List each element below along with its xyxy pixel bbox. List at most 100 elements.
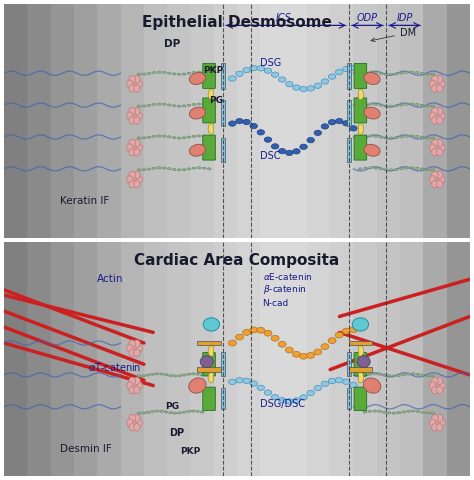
Ellipse shape <box>203 318 219 331</box>
Bar <box>354 4 377 238</box>
Ellipse shape <box>134 386 140 394</box>
Ellipse shape <box>350 65 357 71</box>
Ellipse shape <box>127 419 133 426</box>
Ellipse shape <box>429 80 436 87</box>
Ellipse shape <box>129 108 136 115</box>
Ellipse shape <box>390 105 393 107</box>
Ellipse shape <box>285 347 293 353</box>
Ellipse shape <box>407 373 410 375</box>
Ellipse shape <box>438 419 445 426</box>
Bar <box>221 352 225 376</box>
Ellipse shape <box>189 144 206 156</box>
Ellipse shape <box>129 85 136 92</box>
Bar <box>347 388 351 409</box>
Ellipse shape <box>364 378 381 393</box>
Ellipse shape <box>155 410 159 412</box>
Bar <box>377 4 400 238</box>
Ellipse shape <box>415 135 419 137</box>
Ellipse shape <box>432 180 438 188</box>
Ellipse shape <box>134 349 140 357</box>
Ellipse shape <box>236 119 243 124</box>
Ellipse shape <box>431 412 435 414</box>
Ellipse shape <box>264 137 272 142</box>
Ellipse shape <box>147 136 151 138</box>
Ellipse shape <box>410 135 414 137</box>
Ellipse shape <box>129 75 136 83</box>
Ellipse shape <box>152 135 156 137</box>
Ellipse shape <box>129 171 136 179</box>
Ellipse shape <box>137 375 141 377</box>
Bar <box>347 352 351 376</box>
Ellipse shape <box>157 135 161 137</box>
FancyBboxPatch shape <box>354 387 367 410</box>
Ellipse shape <box>400 72 403 74</box>
Ellipse shape <box>189 72 206 84</box>
Ellipse shape <box>314 83 321 88</box>
Ellipse shape <box>431 105 435 107</box>
Ellipse shape <box>191 410 195 412</box>
FancyBboxPatch shape <box>330 242 470 476</box>
Ellipse shape <box>426 137 429 139</box>
Ellipse shape <box>134 423 140 431</box>
Bar <box>400 4 423 238</box>
Ellipse shape <box>257 327 265 333</box>
Ellipse shape <box>147 168 151 170</box>
Polygon shape <box>208 372 213 383</box>
Ellipse shape <box>172 73 176 75</box>
Ellipse shape <box>390 73 393 75</box>
Ellipse shape <box>364 103 367 106</box>
Ellipse shape <box>134 340 140 348</box>
Ellipse shape <box>421 411 425 413</box>
Ellipse shape <box>357 356 370 368</box>
Ellipse shape <box>343 120 350 126</box>
FancyBboxPatch shape <box>203 353 215 376</box>
Ellipse shape <box>335 332 343 338</box>
Polygon shape <box>358 346 364 356</box>
Bar <box>283 242 307 476</box>
Ellipse shape <box>236 378 243 383</box>
Ellipse shape <box>243 67 250 72</box>
Polygon shape <box>208 89 213 100</box>
Bar <box>221 100 225 126</box>
Ellipse shape <box>432 108 438 115</box>
Bar <box>347 100 351 126</box>
FancyBboxPatch shape <box>203 63 215 88</box>
FancyBboxPatch shape <box>203 387 215 410</box>
Bar <box>330 242 354 476</box>
FancyBboxPatch shape <box>354 135 367 160</box>
Ellipse shape <box>187 373 191 375</box>
Ellipse shape <box>187 72 191 74</box>
FancyBboxPatch shape <box>203 98 215 123</box>
Ellipse shape <box>142 73 146 75</box>
Bar <box>221 62 225 89</box>
Ellipse shape <box>130 418 139 428</box>
Ellipse shape <box>321 344 329 349</box>
Ellipse shape <box>152 103 156 106</box>
Ellipse shape <box>432 148 438 156</box>
Ellipse shape <box>130 111 139 120</box>
Text: DM: DM <box>371 28 416 42</box>
Ellipse shape <box>151 410 155 412</box>
Ellipse shape <box>432 75 438 83</box>
Ellipse shape <box>436 377 443 384</box>
Ellipse shape <box>373 373 376 375</box>
Text: $\alpha$T-catenin: $\alpha$T-catenin <box>88 361 141 373</box>
Ellipse shape <box>136 112 143 120</box>
Ellipse shape <box>384 73 388 75</box>
Ellipse shape <box>368 373 372 375</box>
Ellipse shape <box>350 383 357 388</box>
Bar <box>97 4 120 238</box>
Ellipse shape <box>130 175 139 184</box>
FancyBboxPatch shape <box>354 353 367 376</box>
Ellipse shape <box>426 375 429 377</box>
Ellipse shape <box>271 336 279 341</box>
Bar <box>283 4 307 238</box>
Ellipse shape <box>286 399 293 404</box>
Text: DP: DP <box>169 428 184 438</box>
FancyBboxPatch shape <box>354 98 367 123</box>
Ellipse shape <box>314 349 322 355</box>
Ellipse shape <box>379 136 383 138</box>
FancyBboxPatch shape <box>330 4 470 238</box>
Ellipse shape <box>129 139 136 147</box>
Ellipse shape <box>250 381 257 386</box>
